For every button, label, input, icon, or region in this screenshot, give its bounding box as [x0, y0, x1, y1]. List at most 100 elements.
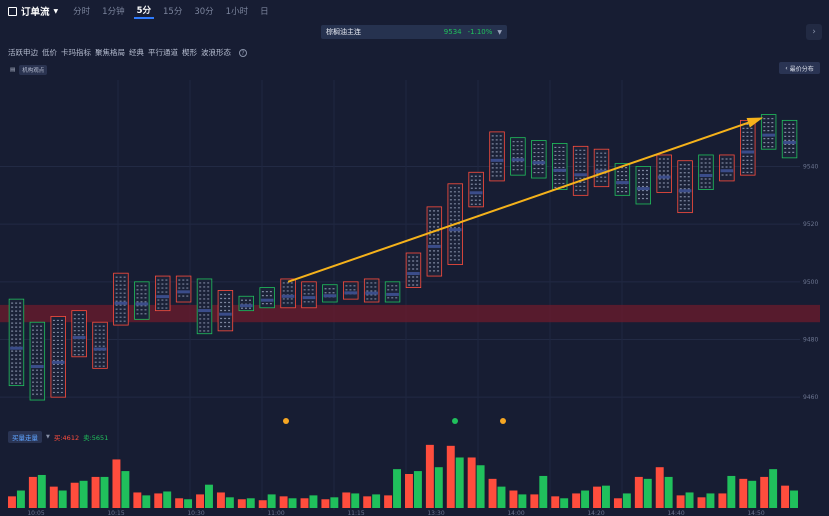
sell-volume-bar: [37, 474, 46, 508]
mode-item[interactable]: 聚焦格局: [95, 48, 125, 57]
event-marker-icon: [452, 418, 458, 424]
sell-volume-bar: [288, 498, 297, 508]
mode-item[interactable]: 平行通道: [148, 48, 178, 57]
sell-volume-bar: [309, 495, 318, 508]
sell-volume-bar: [518, 494, 527, 508]
buy-volume-bar: [279, 496, 288, 508]
y-tick-label: 9480: [803, 337, 818, 344]
order-flow-icon: [8, 6, 17, 16]
tab-timeframe-fenshi[interactable]: 分时: [73, 7, 91, 17]
poc-marker: [783, 140, 796, 144]
sell-volume-bar: [246, 498, 255, 508]
chevron-right-icon[interactable]: ›: [806, 24, 822, 40]
tab-timeframe-1min[interactable]: 1分钟: [102, 7, 125, 17]
tab-timeframe-day[interactable]: 日: [260, 7, 269, 17]
tab-timeframe-15min[interactable]: 15分: [163, 7, 183, 17]
x-tick-label: 13:30: [427, 510, 444, 516]
x-tick-label: 14:20: [587, 510, 604, 516]
poc-marker: [595, 169, 608, 173]
poc-marker: [699, 173, 713, 177]
x-tick-label: 10:30: [187, 510, 204, 516]
contract-selector[interactable]: 棕榈油主连 9534 -1.10% ▼: [321, 25, 507, 39]
poc-marker: [553, 168, 567, 172]
tab-timeframe-1h[interactable]: 1小时: [225, 7, 249, 17]
sell-volume-bar: [393, 469, 401, 508]
buy-volume-label: 买:4612: [53, 434, 80, 442]
app-title-label: 订单流: [21, 7, 50, 18]
sell-volume-bar: [706, 493, 715, 508]
poc-marker: [762, 133, 775, 137]
buy-volume-bar: [321, 499, 330, 508]
app-title[interactable]: 订单流 ▼: [8, 4, 58, 18]
footprint-candle: [426, 206, 443, 277]
tab-timeframe-5min[interactable]: 5分: [133, 4, 154, 19]
poc-marker: [219, 312, 232, 316]
footprint-candle: [405, 252, 422, 288]
poc-marker: [720, 169, 734, 173]
footprint-candle: [280, 278, 296, 309]
tab-timeframe-30min[interactable]: 30分: [194, 7, 214, 17]
chart-legend: ▤ 机构观点: [10, 65, 48, 75]
mode-item[interactable]: 活跃申边: [8, 48, 38, 57]
poc-marker: [156, 295, 170, 299]
poc-marker: [616, 181, 629, 185]
mode-item[interactable]: 楔形: [182, 48, 197, 57]
price-distribution-button[interactable]: ‹ 最价分布: [779, 62, 820, 74]
event-marker-icon: [500, 418, 506, 424]
sell-volume-bar: [455, 457, 464, 508]
volume-indicator-select[interactable]: 买量走量: [8, 431, 42, 443]
sell-volume-bar: [205, 484, 213, 508]
contract-change: -1.10%: [467, 28, 493, 36]
sell-volume-bar: [413, 471, 422, 508]
poc-marker: [532, 161, 546, 165]
chevron-left-icon: ‹: [785, 64, 788, 72]
sell-volume-bar: [330, 497, 339, 508]
x-tick-label: 10:05: [27, 510, 44, 516]
trend-arrow-head: [746, 117, 764, 128]
buy-volume-bar: [593, 486, 601, 508]
x-tick-label: 14:40: [667, 510, 684, 516]
buy-volume-bar: [718, 493, 727, 508]
buy-volume-bar: [781, 485, 790, 508]
buy-volume-bar: [446, 445, 455, 508]
buy-volume-bar: [405, 474, 413, 508]
poc-marker: [344, 291, 358, 295]
mode-item[interactable]: 经典: [129, 48, 144, 57]
poc-marker: [323, 294, 337, 298]
mode-item[interactable]: 波浪形态: [201, 48, 231, 57]
buy-volume-bar: [258, 500, 267, 508]
sell-volume-bar: [163, 491, 172, 508]
footprint-candle: [343, 281, 359, 300]
buy-volume-bar: [697, 497, 706, 508]
buy-volume-bar: [91, 476, 100, 508]
poc-marker: [281, 294, 295, 298]
footprint-candle: [384, 281, 401, 303]
sell-volume-bar: [748, 480, 757, 508]
sell-volume-bar: [727, 475, 736, 508]
chevron-down-icon: ▼: [497, 28, 502, 36]
poc-marker: [407, 272, 420, 276]
sell-volume-bar: [225, 497, 234, 508]
sell-volume-bar: [664, 476, 673, 508]
footprint-candle: [468, 171, 484, 208]
buy-volume-bar: [28, 476, 37, 508]
x-tick-label: 10:15: [107, 510, 124, 516]
poc-marker: [678, 189, 692, 193]
top-toolbar: 订单流 ▼ 分时 1分钟 5分 15分 30分 1小时 日: [0, 0, 829, 22]
sell-volume-label: 卖:5651: [83, 434, 109, 442]
poc-marker: [574, 173, 587, 177]
poc-marker: [741, 150, 755, 154]
x-axis: 10:05 10:15 10:30 11:00 11:15 13:30 14:00 14:20…: [27, 510, 764, 516]
sell-volume-bar: [434, 467, 443, 508]
footprint-candle: [71, 310, 87, 358]
help-icon[interactable]: ?: [239, 48, 247, 57]
poc-marker: [135, 302, 149, 306]
footprint-candle: [92, 321, 108, 369]
volume-toolbar: 买量走量 ▼ 买:4612 卖:5651: [8, 431, 108, 443]
poc-marker: [490, 158, 504, 162]
buy-volume-bar: [237, 499, 246, 508]
legend-tag[interactable]: 机构观点: [19, 65, 48, 75]
mode-item[interactable]: 低价: [42, 48, 57, 57]
mode-item[interactable]: 卡玛指标: [61, 48, 91, 57]
